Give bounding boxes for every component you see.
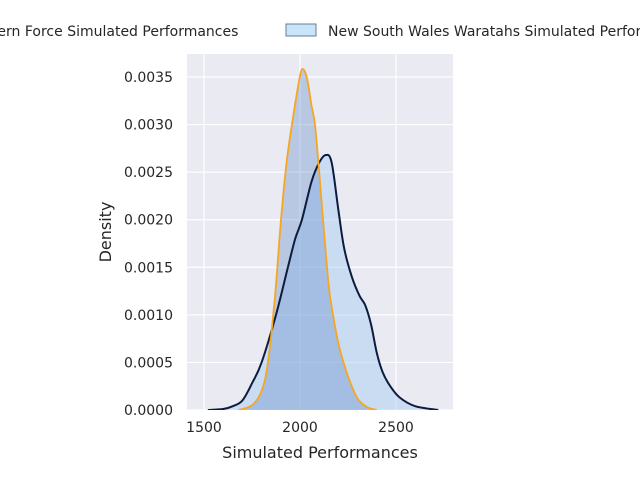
legend-swatch-waratahs — [285, 23, 317, 37]
y-tick-label: 0.0005 — [124, 355, 173, 371]
x-tick-label: 2500 — [378, 420, 414, 436]
series-areas — [207, 68, 439, 410]
legend-label-waratahs: New South Wales Waratahs Simulated Perfo… — [328, 24, 640, 40]
y-tick-label: 0.0010 — [124, 308, 173, 324]
x-tick-label: 2000 — [282, 420, 318, 436]
y-tick-label: 0.0015 — [124, 260, 173, 276]
x-tick-label: 1500 — [186, 420, 222, 436]
y-tick-label: 0.0000 — [124, 403, 173, 419]
tick-labels: 1500 2000 2500 0.0000 0.0005 0.0010 0.0015 0.00… — [124, 70, 414, 436]
y-tick-label: 0.0030 — [124, 118, 173, 134]
legend: Western Force Simulated Performances New… — [0, 23, 640, 40]
y-tick-label: 0.0025 — [124, 165, 173, 181]
x-axis-label: Simulated Performances — [222, 443, 418, 462]
line-waratahs — [207, 153, 439, 410]
y-tick-label: 0.0020 — [124, 213, 173, 229]
line-western-force — [238, 68, 378, 410]
legend-label-western-force: Western Force Simulated Performances — [0, 24, 238, 40]
area-waratahs — [207, 154, 439, 410]
y-axis-label: Density — [96, 202, 115, 263]
y-tick-label: 0.0035 — [124, 70, 173, 86]
